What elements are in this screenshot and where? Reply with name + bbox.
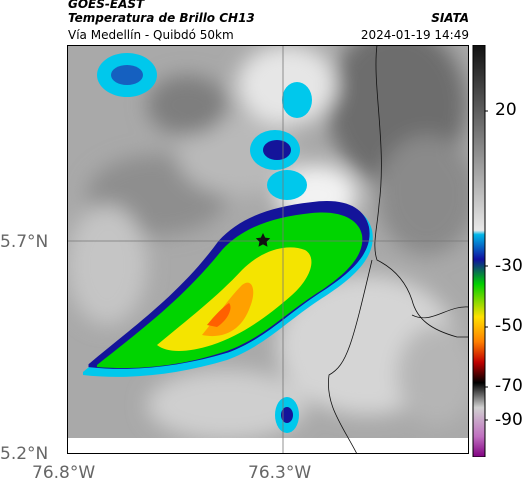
storm-cell bbox=[83, 200, 373, 377]
colorbar-tick-20: 20 bbox=[495, 100, 517, 120]
colorbar bbox=[472, 45, 488, 457]
colorbar-tick-neg90: -90 bbox=[495, 410, 523, 430]
lat-tick-1: 5.7°N bbox=[0, 232, 49, 252]
colorbar-tick-neg50: -50 bbox=[495, 316, 523, 336]
storm-cells-north bbox=[97, 53, 312, 433]
map-frame bbox=[67, 45, 469, 454]
map-panel bbox=[67, 45, 469, 454]
lat-tick-2: 5.2°N bbox=[0, 444, 49, 464]
institution-label: SIATA bbox=[431, 11, 469, 25]
colorbar-tick-neg30: -30 bbox=[495, 256, 523, 276]
datetime-label: 2024-01-19 14:49 bbox=[360, 28, 469, 42]
border-line-east bbox=[411, 306, 469, 319]
product-title: Temperatura de Brillo CH13 bbox=[68, 11, 255, 25]
star-marker-icon bbox=[255, 233, 271, 247]
lon-tick-1: 76.8°W bbox=[32, 463, 96, 483]
region-label: Vía Medellín - Quibdó 50km bbox=[68, 28, 234, 42]
cloud-texture bbox=[67, 45, 469, 440]
satellite-title: GOES-EAST bbox=[68, 0, 145, 11]
colorbar-tick-neg70: -70 bbox=[495, 376, 523, 396]
lon-tick-2: 76.3°W bbox=[248, 463, 312, 483]
no-data-strip bbox=[67, 438, 469, 454]
